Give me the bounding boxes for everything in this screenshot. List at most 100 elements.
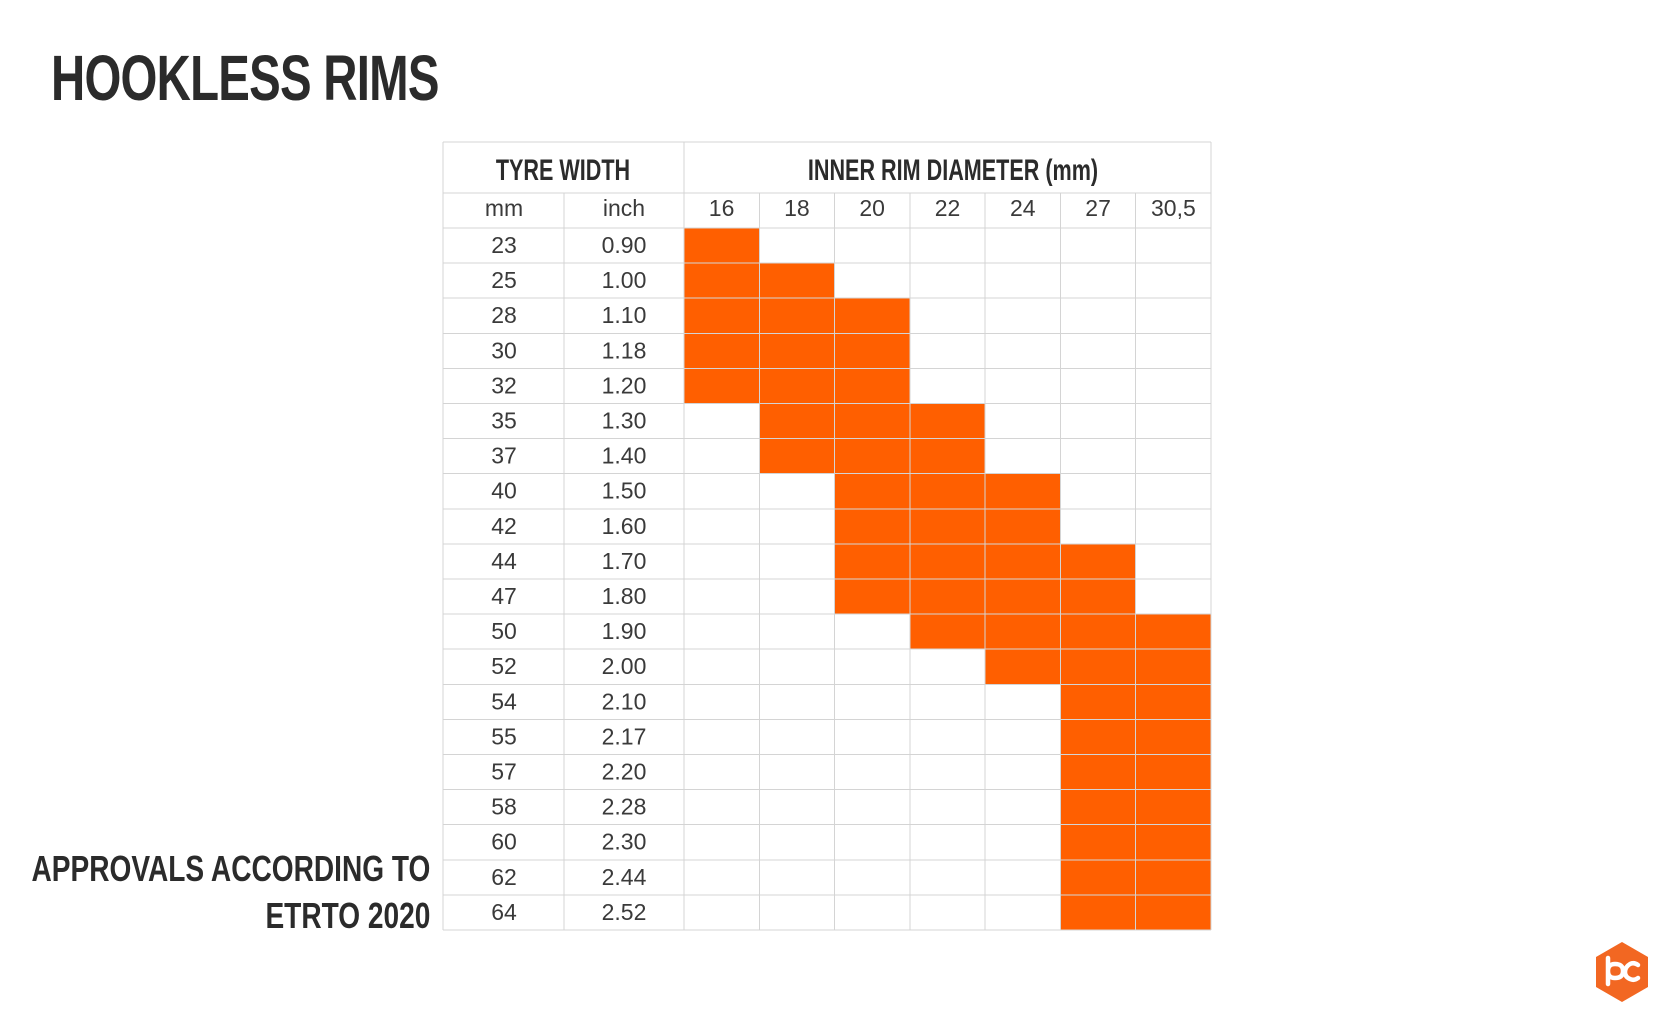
bc-hexagon-logo-icon xyxy=(1596,942,1648,1002)
approved-cell xyxy=(1060,719,1136,755)
approved-cell xyxy=(1060,684,1136,720)
approved-cell xyxy=(834,333,910,369)
approved-cell xyxy=(1135,859,1211,895)
tyre-width-mm: 54 xyxy=(491,688,517,714)
approved-cell xyxy=(1060,824,1136,860)
approved-cell xyxy=(759,438,835,474)
approved-cell xyxy=(985,543,1061,579)
tyre-width-mm: 32 xyxy=(491,372,517,398)
approved-cell xyxy=(1135,684,1211,720)
tyre-width-mm: 30 xyxy=(491,337,517,363)
page-title: HOOKLESS RIMS xyxy=(51,42,439,114)
tyre-width-inch: 0.90 xyxy=(602,232,647,258)
approved-cell xyxy=(1060,543,1136,579)
mm-column-header: mm xyxy=(485,195,523,221)
approved-cell xyxy=(909,438,986,474)
approved-cell xyxy=(684,228,760,264)
approved-cell xyxy=(759,368,835,404)
approved-cell xyxy=(1135,894,1211,930)
approved-cell xyxy=(985,473,1061,509)
approved-cell xyxy=(909,473,986,509)
tyre-width-mm: 58 xyxy=(491,794,517,820)
approved-cell xyxy=(834,403,910,439)
rim-diameter-label: 22 xyxy=(935,195,961,221)
inch-column-header: inch xyxy=(603,195,645,221)
approved-cell xyxy=(1135,719,1211,755)
tyre-width-mm: 64 xyxy=(491,899,517,925)
tyre-width-inch: 1.90 xyxy=(602,618,647,644)
approved-cell xyxy=(684,263,760,299)
approved-cell xyxy=(834,298,910,334)
tyre-width-mm: 35 xyxy=(491,408,517,434)
approved-cell xyxy=(1135,789,1211,825)
approved-cell xyxy=(1135,614,1211,650)
table-grid xyxy=(442,141,1212,931)
tyre-width-mm: 28 xyxy=(491,302,517,328)
rim-diameter-label: 16 xyxy=(709,195,735,221)
rim-diameter-label: 30,5 xyxy=(1151,195,1196,221)
tyre-width-mm: 62 xyxy=(491,864,517,890)
tyre-width-mm: 52 xyxy=(491,653,517,679)
tyre-width-inch: 1.50 xyxy=(602,478,647,504)
tyre-width-inch: 2.30 xyxy=(602,829,647,855)
approved-cell xyxy=(1060,754,1136,790)
tyre-width-inch: 1.30 xyxy=(602,408,647,434)
approved-cell xyxy=(759,298,835,334)
approved-cell xyxy=(834,543,910,579)
tyre-width-header: TYRE WIDTH xyxy=(496,152,630,186)
tyre-width-inch: 1.70 xyxy=(602,548,647,574)
approved-cell xyxy=(1060,579,1136,615)
caption-line-2: ETRTO 2020 xyxy=(265,895,430,936)
approved-cell xyxy=(834,508,910,544)
tyre-width-mm: 42 xyxy=(491,513,517,539)
approved-cell xyxy=(684,333,760,369)
tyre-width-inch: 1.60 xyxy=(602,513,647,539)
approved-cell xyxy=(1060,894,1136,930)
approved-cell xyxy=(1135,649,1211,685)
tyre-width-inch: 2.44 xyxy=(602,864,647,890)
tyre-width-inch: 1.80 xyxy=(602,583,647,609)
approved-cell xyxy=(834,579,910,615)
approved-cell xyxy=(684,298,760,334)
tyre-width-mm: 50 xyxy=(491,618,517,644)
tyre-width-inch: 2.52 xyxy=(602,899,647,925)
approved-cell xyxy=(1135,754,1211,790)
tyre-width-inch: 2.17 xyxy=(602,723,647,749)
approved-cell xyxy=(834,368,910,404)
approved-cell xyxy=(985,614,1061,650)
approved-cell xyxy=(985,649,1061,685)
tyre-width-inch: 2.00 xyxy=(602,653,647,679)
approved-cell xyxy=(909,543,986,579)
approved-cell xyxy=(909,614,986,650)
approval-caption: APPROVALS ACCORDING TO ETRTO 2020 xyxy=(31,845,430,939)
approved-cell xyxy=(1060,789,1136,825)
tyre-width-inch: 2.20 xyxy=(602,759,647,785)
approved-cell xyxy=(909,403,986,439)
approved-cell xyxy=(909,579,986,615)
approval-cells xyxy=(684,228,1211,930)
approved-cell xyxy=(834,438,910,474)
approved-cell xyxy=(834,473,910,509)
approved-cell xyxy=(759,403,835,439)
tyre-width-inch: 1.00 xyxy=(602,267,647,293)
table-text: TYRE WIDTH INNER RIM DIAMETER (mm) mm in… xyxy=(485,152,1196,924)
tyre-width-inch: 2.28 xyxy=(602,794,647,820)
rim-diameter-label: 20 xyxy=(859,195,885,221)
tyre-width-inch: 2.10 xyxy=(602,688,647,714)
approved-cell xyxy=(985,508,1061,544)
tyre-width-inch: 1.10 xyxy=(602,302,647,328)
rim-diameter-label: 24 xyxy=(1010,195,1036,221)
tyre-width-inch: 1.40 xyxy=(602,443,647,469)
inner-rim-diameter-header: INNER RIM DIAMETER (mm) xyxy=(808,152,1098,186)
tyre-width-mm: 23 xyxy=(491,232,517,258)
tyre-width-mm: 55 xyxy=(491,723,517,749)
approved-cell xyxy=(1060,614,1136,650)
rim-diameter-label: 27 xyxy=(1085,195,1111,221)
approved-cell xyxy=(759,333,835,369)
approved-cell xyxy=(985,579,1061,615)
tyre-width-mm: 60 xyxy=(491,829,517,855)
tyre-width-mm: 37 xyxy=(491,443,517,469)
approved-cell xyxy=(1060,649,1136,685)
tyre-width-mm: 47 xyxy=(491,583,517,609)
